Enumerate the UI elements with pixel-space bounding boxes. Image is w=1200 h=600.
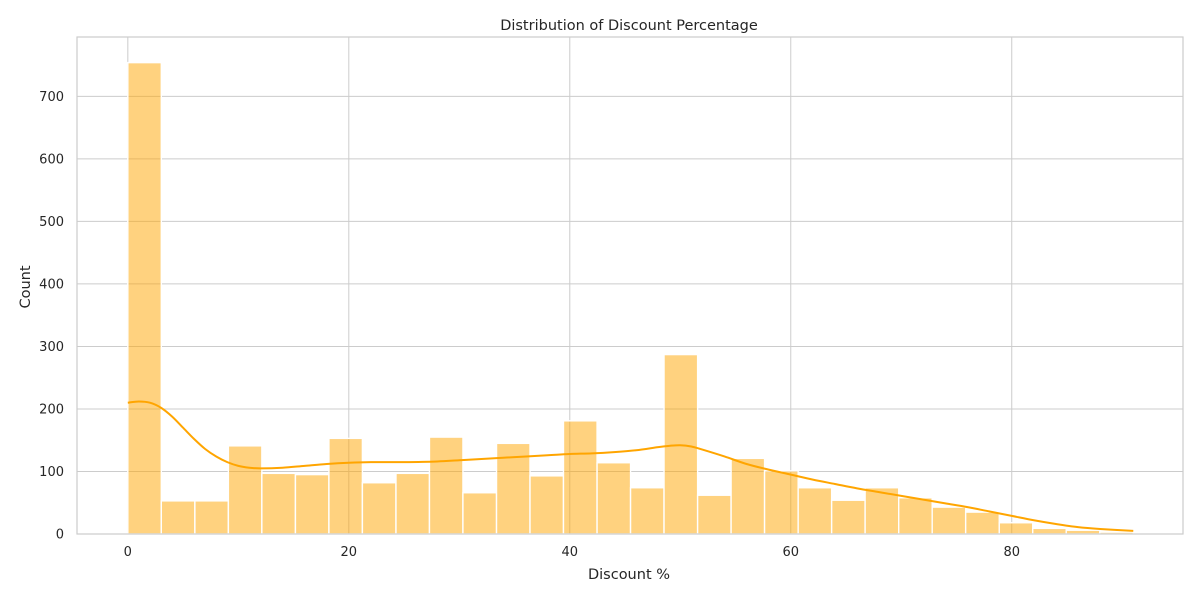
histogram-bar	[830, 499, 866, 535]
y-tick-label: 100	[39, 465, 64, 480]
x-tick-label: 60	[782, 545, 799, 560]
y-tick-label: 600	[39, 152, 64, 167]
histogram-bar	[127, 61, 163, 535]
y-tick-label: 700	[39, 90, 64, 105]
histogram-bar	[797, 487, 833, 535]
histogram-bar	[227, 445, 263, 535]
histogram-bar	[730, 457, 766, 535]
histogram-bar	[898, 497, 933, 535]
y-tick-label: 0	[56, 528, 64, 543]
histogram-bar	[328, 437, 364, 535]
histogram-bar	[998, 522, 1034, 535]
y-tick-labels: 0 100 200 300 400 500 600 700	[39, 90, 64, 543]
histogram-bar	[562, 420, 598, 535]
histogram-bar	[194, 500, 230, 535]
histogram-bar	[763, 470, 799, 535]
histogram-bar	[294, 473, 330, 535]
x-axis-label: Discount %	[588, 567, 670, 583]
plot-frame	[76, 36, 1184, 535]
x-tick-label: 0	[124, 545, 132, 560]
histogram-bar	[160, 500, 196, 535]
histogram-bar	[629, 487, 665, 535]
x-tick-label: 20	[341, 545, 358, 560]
histogram-bar	[931, 506, 967, 535]
histogram-bar	[696, 494, 732, 535]
x-tick-label: 40	[562, 545, 579, 560]
y-tick-label: 400	[39, 277, 64, 292]
histogram-bar	[596, 462, 632, 535]
y-tick-label: 500	[39, 215, 64, 230]
histogram-bar	[428, 436, 464, 535]
histogram-bar	[1032, 527, 1067, 535]
histogram-bar	[462, 492, 498, 535]
histogram-bar	[261, 472, 297, 535]
y-tick-label: 200	[39, 402, 64, 417]
x-tick-labels: 0 20 40 60 80	[124, 545, 1020, 560]
histogram-bar	[361, 482, 397, 535]
y-tick-label: 300	[39, 340, 64, 355]
x-tick-label: 80	[1003, 545, 1020, 560]
histogram-bar	[529, 475, 565, 535]
histogram-bar	[964, 511, 1000, 535]
chart-title: Distribution of Discount Percentage	[500, 18, 758, 34]
kde-curve	[127, 400, 1134, 532]
y-axis-label: Count	[18, 265, 34, 308]
histogram-bar	[395, 472, 431, 535]
histogram-bars	[127, 61, 1134, 535]
